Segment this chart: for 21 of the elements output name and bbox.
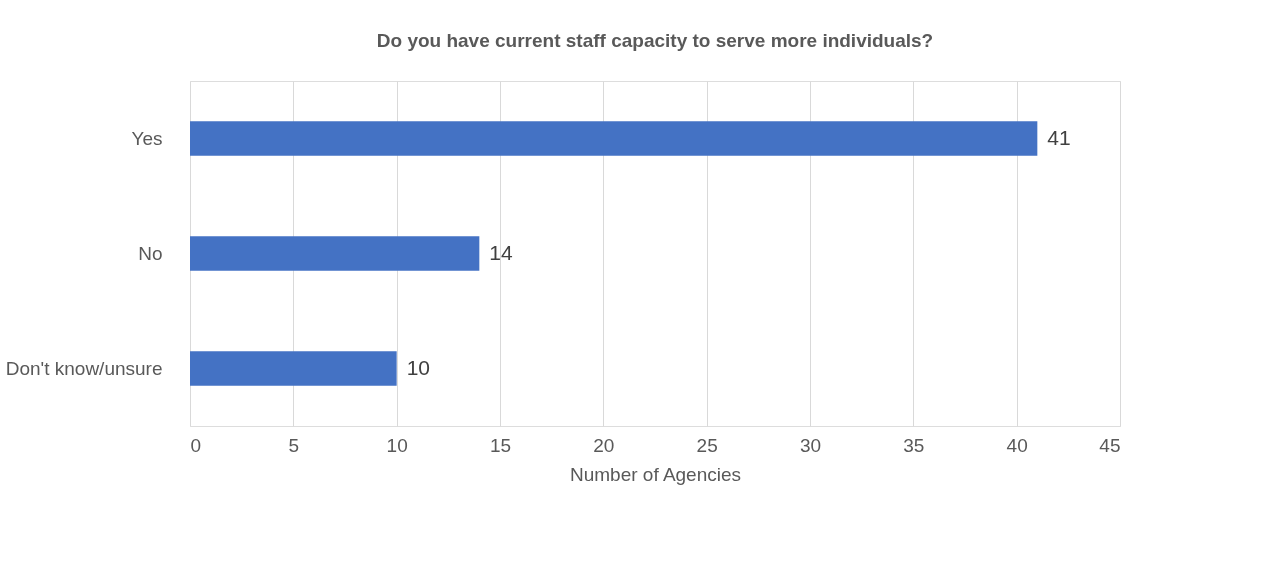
data-label: 14 — [489, 240, 514, 264]
x-tick-label: 20 — [593, 434, 615, 456]
x-tick-label: 30 — [799, 434, 822, 456]
y-tick-label: Yes — [131, 127, 163, 149]
chart-title: Do you have current staff capacity to serve more individuals? — [376, 30, 934, 51]
x-tick-label: 45 — [1099, 434, 1121, 456]
y-tick-label: Don't know/unsure — [5, 357, 163, 379]
x-tick-label: 25 — [696, 434, 718, 456]
x-tick-label: 10 — [386, 434, 408, 456]
bar — [190, 121, 1038, 156]
bar — [190, 351, 397, 386]
x-tick-label: 5 — [288, 434, 300, 456]
x-tick-label: 0 — [190, 434, 202, 456]
x-axis-title: Number of Agencies — [569, 463, 742, 485]
x-tick-label: 35 — [903, 434, 925, 456]
x-tick-label: 40 — [1006, 434, 1028, 456]
data-label: 10 — [406, 355, 431, 379]
y-tick-label: No — [138, 242, 163, 264]
bar — [190, 236, 480, 271]
data-label: 41 — [1047, 125, 1071, 149]
x-tick-label: 15 — [489, 434, 512, 456]
